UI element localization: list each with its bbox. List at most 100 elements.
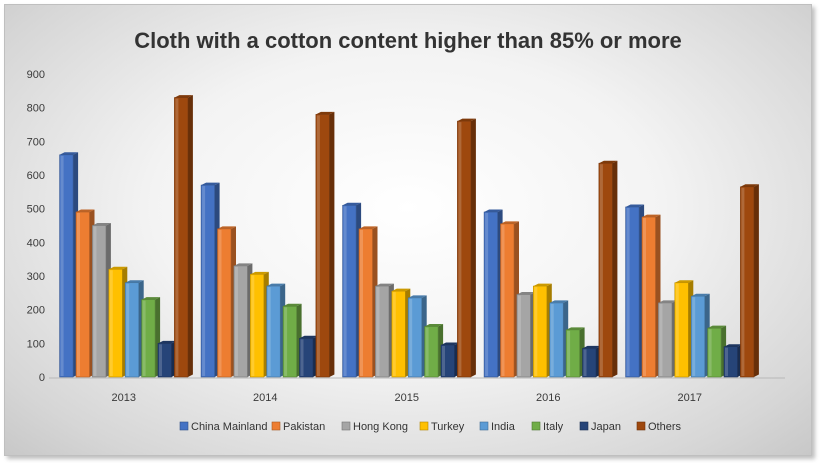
y-tick-label: 600 bbox=[27, 170, 45, 182]
y-tick-label: 100 bbox=[27, 338, 45, 350]
bar-side bbox=[187, 95, 193, 378]
bar-top bbox=[233, 263, 253, 266]
bar-top bbox=[549, 300, 569, 303]
bar-front bbox=[200, 184, 215, 378]
legend-swatch bbox=[419, 421, 429, 431]
bar-hong-kong-2017 bbox=[658, 300, 677, 378]
bar-front bbox=[141, 299, 156, 378]
bar-pakistan-2017 bbox=[641, 214, 661, 378]
bar-pakistan-2015 bbox=[358, 226, 378, 378]
bar-japan-2014 bbox=[299, 335, 318, 378]
bar-top bbox=[125, 280, 144, 283]
bar-top bbox=[691, 293, 710, 297]
legend-label: China Mainland bbox=[191, 421, 267, 433]
bar-china-mainland-2014 bbox=[200, 182, 220, 378]
y-tick-label: 700 bbox=[27, 136, 45, 148]
bar-front bbox=[658, 302, 673, 378]
bar-front bbox=[375, 285, 390, 378]
bar-top bbox=[516, 292, 536, 295]
bar-others-2014 bbox=[315, 111, 335, 378]
bar-india-2015 bbox=[407, 295, 427, 378]
legend-item: Pakistan bbox=[271, 421, 325, 433]
bar-front bbox=[674, 282, 689, 378]
bar-top bbox=[315, 111, 335, 115]
bar-front bbox=[358, 228, 373, 378]
bar-front bbox=[342, 205, 357, 378]
chart-frame: Cloth with a cotton content higher than … bbox=[4, 4, 812, 456]
bar-front bbox=[457, 120, 472, 378]
legend-item: Turkey bbox=[419, 421, 465, 433]
bar-india-2014 bbox=[266, 283, 286, 378]
legend-label: Japan bbox=[591, 421, 621, 433]
bar-china-mainland-2017 bbox=[625, 204, 645, 378]
bar-side bbox=[470, 118, 476, 377]
bar-top bbox=[283, 303, 302, 307]
legend-item: Italy bbox=[531, 421, 564, 433]
bar-top bbox=[141, 297, 161, 300]
bar-turkey-2013 bbox=[108, 266, 128, 378]
bar-india-2017 bbox=[690, 293, 710, 378]
bar-front bbox=[315, 114, 330, 378]
bar-front bbox=[723, 346, 738, 378]
bar-side bbox=[753, 184, 759, 377]
legend-label: India bbox=[491, 421, 516, 433]
bar-top bbox=[201, 182, 220, 186]
legend-item: India bbox=[479, 421, 516, 433]
bar-italy-2016 bbox=[565, 327, 585, 378]
bar-turkey-2016 bbox=[532, 283, 552, 378]
bar-hong-kong-2015 bbox=[375, 283, 394, 378]
bar-top bbox=[158, 340, 177, 344]
bar-front bbox=[500, 223, 515, 378]
bar-front bbox=[707, 327, 722, 378]
legend-swatch bbox=[179, 421, 189, 431]
bar-front bbox=[59, 154, 74, 378]
y-tick-label: 500 bbox=[27, 204, 45, 216]
bars-group bbox=[59, 95, 759, 378]
bar-china-mainland-2013 bbox=[59, 152, 79, 378]
bar-top bbox=[707, 325, 727, 329]
legend-swatch bbox=[579, 421, 589, 431]
legend-swatch bbox=[271, 421, 281, 431]
bar-hong-kong-2016 bbox=[516, 292, 536, 378]
bar-italy-2014 bbox=[282, 303, 302, 378]
legend-swatch bbox=[531, 421, 541, 431]
bar-front bbox=[641, 216, 656, 378]
bar-turkey-2014 bbox=[250, 271, 269, 378]
bar-top bbox=[108, 266, 128, 270]
bar-top bbox=[500, 221, 519, 224]
bar-pakistan-2016 bbox=[500, 221, 519, 378]
bar-top bbox=[174, 95, 193, 98]
bar-front bbox=[217, 228, 232, 378]
bar-front bbox=[75, 211, 90, 378]
bar-front bbox=[266, 285, 281, 378]
legend-item: Japan bbox=[579, 421, 621, 433]
bar-front bbox=[598, 162, 613, 378]
bar-top bbox=[250, 271, 269, 275]
chart-title: Cloth with a cotton content higher than … bbox=[134, 28, 682, 53]
bar-others-2015 bbox=[457, 118, 476, 378]
bar-chart: Cloth with a cotton content higher than … bbox=[27, 28, 785, 433]
bar-front bbox=[299, 337, 314, 378]
legend-item: Others bbox=[636, 421, 682, 433]
bar-china-mainland-2015 bbox=[342, 202, 362, 378]
bar-italy-2017 bbox=[707, 325, 727, 378]
x-tick-label: 2014 bbox=[253, 392, 277, 404]
bar-top bbox=[408, 295, 427, 298]
y-tick-label: 300 bbox=[27, 271, 45, 283]
bar-japan-2015 bbox=[440, 342, 460, 378]
legend-label: Turkey bbox=[431, 421, 465, 433]
bar-front bbox=[92, 225, 107, 378]
legend-swatch bbox=[479, 421, 489, 431]
bar-front bbox=[483, 211, 498, 378]
y-tick-label: 200 bbox=[27, 305, 45, 317]
bar-front bbox=[690, 295, 706, 378]
bar-top bbox=[359, 226, 378, 229]
bar-top bbox=[59, 152, 79, 155]
bar-turkey-2017 bbox=[674, 280, 694, 378]
bar-japan-2013 bbox=[157, 340, 177, 378]
y-axis-ticks: 0 100 200 300 400 500 600 700 800 900 bbox=[27, 69, 45, 384]
bar-china-mainland-2016 bbox=[483, 209, 503, 378]
bar-hong-kong-2014 bbox=[233, 263, 253, 378]
x-tick-label: 2015 bbox=[395, 392, 419, 404]
bar-india-2013 bbox=[124, 280, 144, 378]
